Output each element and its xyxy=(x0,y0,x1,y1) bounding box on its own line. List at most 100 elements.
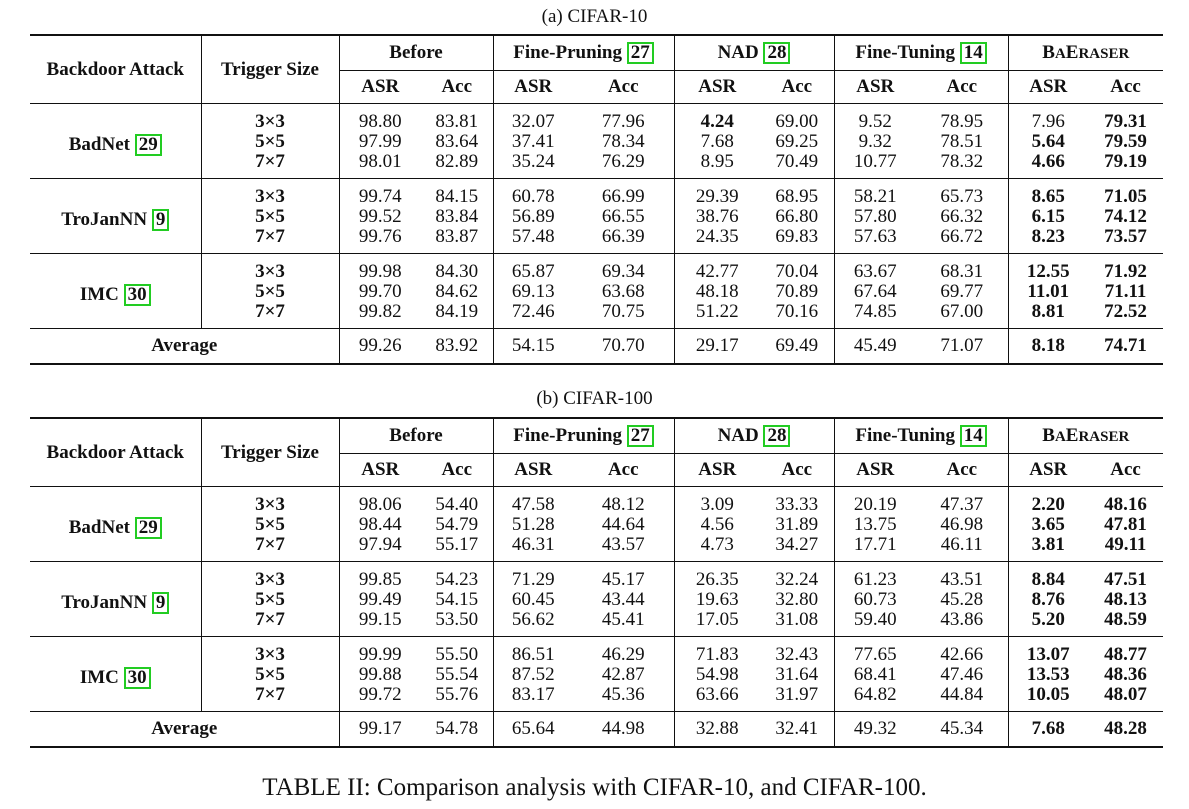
asr-cell: 13.53 xyxy=(1007,665,1089,685)
asr-cell: 3.09 xyxy=(673,486,761,515)
asr-cell: 46.31 xyxy=(492,535,573,562)
header-acc: Acc xyxy=(760,70,835,104)
header-asr: ASR xyxy=(338,453,421,487)
acc-cell: 48.13 xyxy=(1104,589,1147,610)
header-method: Before xyxy=(338,417,493,454)
asr-cell: 17.71 xyxy=(833,535,917,562)
acc-cell: 82.89 xyxy=(435,151,479,172)
header-asr: ASR xyxy=(673,453,761,487)
acc-cell: 31.08 xyxy=(775,609,819,630)
acc-cell: 55.50 xyxy=(421,636,493,665)
method-name: Before xyxy=(389,425,443,446)
header-backdoor-attack: Backdoor Attack xyxy=(30,34,201,104)
acc-cell: 69.34 xyxy=(573,253,675,282)
asr-cell: 12.55 xyxy=(1007,253,1089,282)
asr-cell: 8.81 xyxy=(1007,302,1089,329)
acc-cell: 54.79 xyxy=(435,514,479,535)
citation-link[interactable]: 29 xyxy=(134,517,162,539)
header-method: Before xyxy=(338,34,493,71)
citation-link[interactable]: 30 xyxy=(123,284,151,306)
table-row: BadNet 29 3×3 98.80 83.81 32.07 77.96 4.24 69.0… xyxy=(30,103,1163,156)
acc-cell: 45.17 xyxy=(573,561,675,590)
asr-cell: 13.07 xyxy=(1007,636,1089,665)
average-acc-cell: 45.34 xyxy=(916,711,1009,748)
citation-link[interactable]: 9 xyxy=(151,592,170,614)
acc-cell: 55.54 xyxy=(435,664,479,685)
asr-cell: 63.66 xyxy=(673,685,761,712)
acc-cell: 71.05 xyxy=(1088,178,1164,207)
asr-cell: 8.84 xyxy=(1007,561,1089,590)
asr-cell: 9.32 xyxy=(833,132,917,152)
header-method: BAERASER xyxy=(1007,34,1164,71)
header-asr: ASR xyxy=(673,70,761,104)
asr-cell: 54.98 xyxy=(673,665,761,685)
acc-cell: 53.50 xyxy=(435,609,479,630)
attack-name-cell: IMC 30 xyxy=(30,253,201,329)
acc-cell: 65.73 xyxy=(916,178,1009,207)
average-acc-cell: 54.78 xyxy=(421,711,493,748)
acc-cell: 47.81 xyxy=(1104,514,1147,535)
trigger-size-cell: 5×5 xyxy=(200,282,339,302)
attack-group: TroJanNN 9 3×3 99.74 84.15 60.78 66.99 29.39 68… xyxy=(30,178,1164,254)
average-asr-cell: 99.17 xyxy=(338,711,421,748)
asr-cell: 8.23 xyxy=(1007,227,1089,254)
average-row: Average 99.17 54.78 65.64 44.98 32.88 32.41 49.… xyxy=(30,711,1164,748)
acc-cell: 45.36 xyxy=(601,684,645,705)
table-row: 7×7 99.15 53.50 56.62 45.41 17.05 31.08 59.40 43… xyxy=(30,610,1163,637)
average-acc-cell: 70.70 xyxy=(573,328,675,365)
asr-cell: 99.88 xyxy=(338,665,421,685)
average-asr-cell: 8.18 xyxy=(1007,328,1089,365)
asr-cell: 71.29 xyxy=(492,561,573,590)
acc-cell: 84.15 xyxy=(421,178,493,207)
header-method: Fine-Tuning 14 xyxy=(833,417,1009,454)
asr-cell: 2.20 xyxy=(1007,486,1089,515)
citation-link[interactable]: 14 xyxy=(959,425,987,447)
header-method: Fine-Pruning 27 xyxy=(492,34,675,71)
acc-cell: 69.77 xyxy=(940,281,984,302)
citation-link[interactable]: 27 xyxy=(626,425,654,447)
asr-cell: 9.52 xyxy=(833,103,917,132)
asr-cell: 7.96 xyxy=(1007,103,1089,132)
citation-link[interactable]: 29 xyxy=(134,134,162,156)
acc-cell: 48.77 xyxy=(1088,636,1164,665)
citation-link[interactable]: 14 xyxy=(959,42,987,64)
acc-cell: 55.17 xyxy=(435,534,479,555)
asr-cell: 72.46 xyxy=(492,302,573,329)
acc-cell: 44.84 xyxy=(940,684,984,705)
header-trigger-size: Trigger Size xyxy=(200,34,339,104)
header-backdoor-attack: Backdoor Attack xyxy=(30,417,201,487)
acc-cell: 69.00 xyxy=(775,111,819,132)
asr-cell: 3.81 xyxy=(1007,535,1089,562)
acc-cell: 42.66 xyxy=(916,636,1009,665)
acc-cell: 79.59 xyxy=(1104,131,1147,152)
asr-cell: 99.70 xyxy=(338,282,421,302)
acc-cell: 48.12 xyxy=(601,494,645,515)
trigger-size-cell: 5×5 xyxy=(200,665,339,685)
acc-cell: 31.89 xyxy=(775,514,819,535)
acc-cell: 71.92 xyxy=(1088,253,1164,282)
citation-link[interactable]: 27 xyxy=(626,42,654,64)
attack-group: TroJanNN 9 3×3 99.85 54.23 71.29 45.17 26.35 32… xyxy=(30,561,1164,637)
asr-cell: 51.22 xyxy=(673,302,761,329)
acc-cell: 47.37 xyxy=(940,494,984,515)
acc-cell: 66.32 xyxy=(940,206,984,227)
header-asr: ASR xyxy=(492,453,573,487)
acc-cell: 69.83 xyxy=(775,226,819,247)
asr-cell: 87.52 xyxy=(492,665,573,685)
average-asr-cell: 32.88 xyxy=(673,711,761,748)
acc-cell: 55.76 xyxy=(435,684,479,705)
acc-cell: 54.23 xyxy=(421,561,493,590)
table-row: 5×5 97.99 83.64 37.41 78.34 7.68 69.25 9.32 78.5… xyxy=(30,132,1163,152)
asr-cell: 99.98 xyxy=(338,253,421,282)
citation-link[interactable]: 28 xyxy=(763,42,791,64)
asr-cell: 4.66 xyxy=(1007,152,1089,179)
citation-link[interactable]: 30 xyxy=(123,667,151,689)
attack-name-cell: TroJanNN 9 xyxy=(30,178,201,254)
citation-link[interactable]: 28 xyxy=(763,425,791,447)
citation-link[interactable]: 9 xyxy=(151,209,170,231)
asr-cell: 83.17 xyxy=(492,685,573,712)
acc-cell: 78.32 xyxy=(940,151,984,172)
acc-cell: 68.95 xyxy=(760,178,835,207)
average-acc-cell: 74.71 xyxy=(1088,328,1164,365)
asr-cell: 8.76 xyxy=(1007,590,1089,610)
